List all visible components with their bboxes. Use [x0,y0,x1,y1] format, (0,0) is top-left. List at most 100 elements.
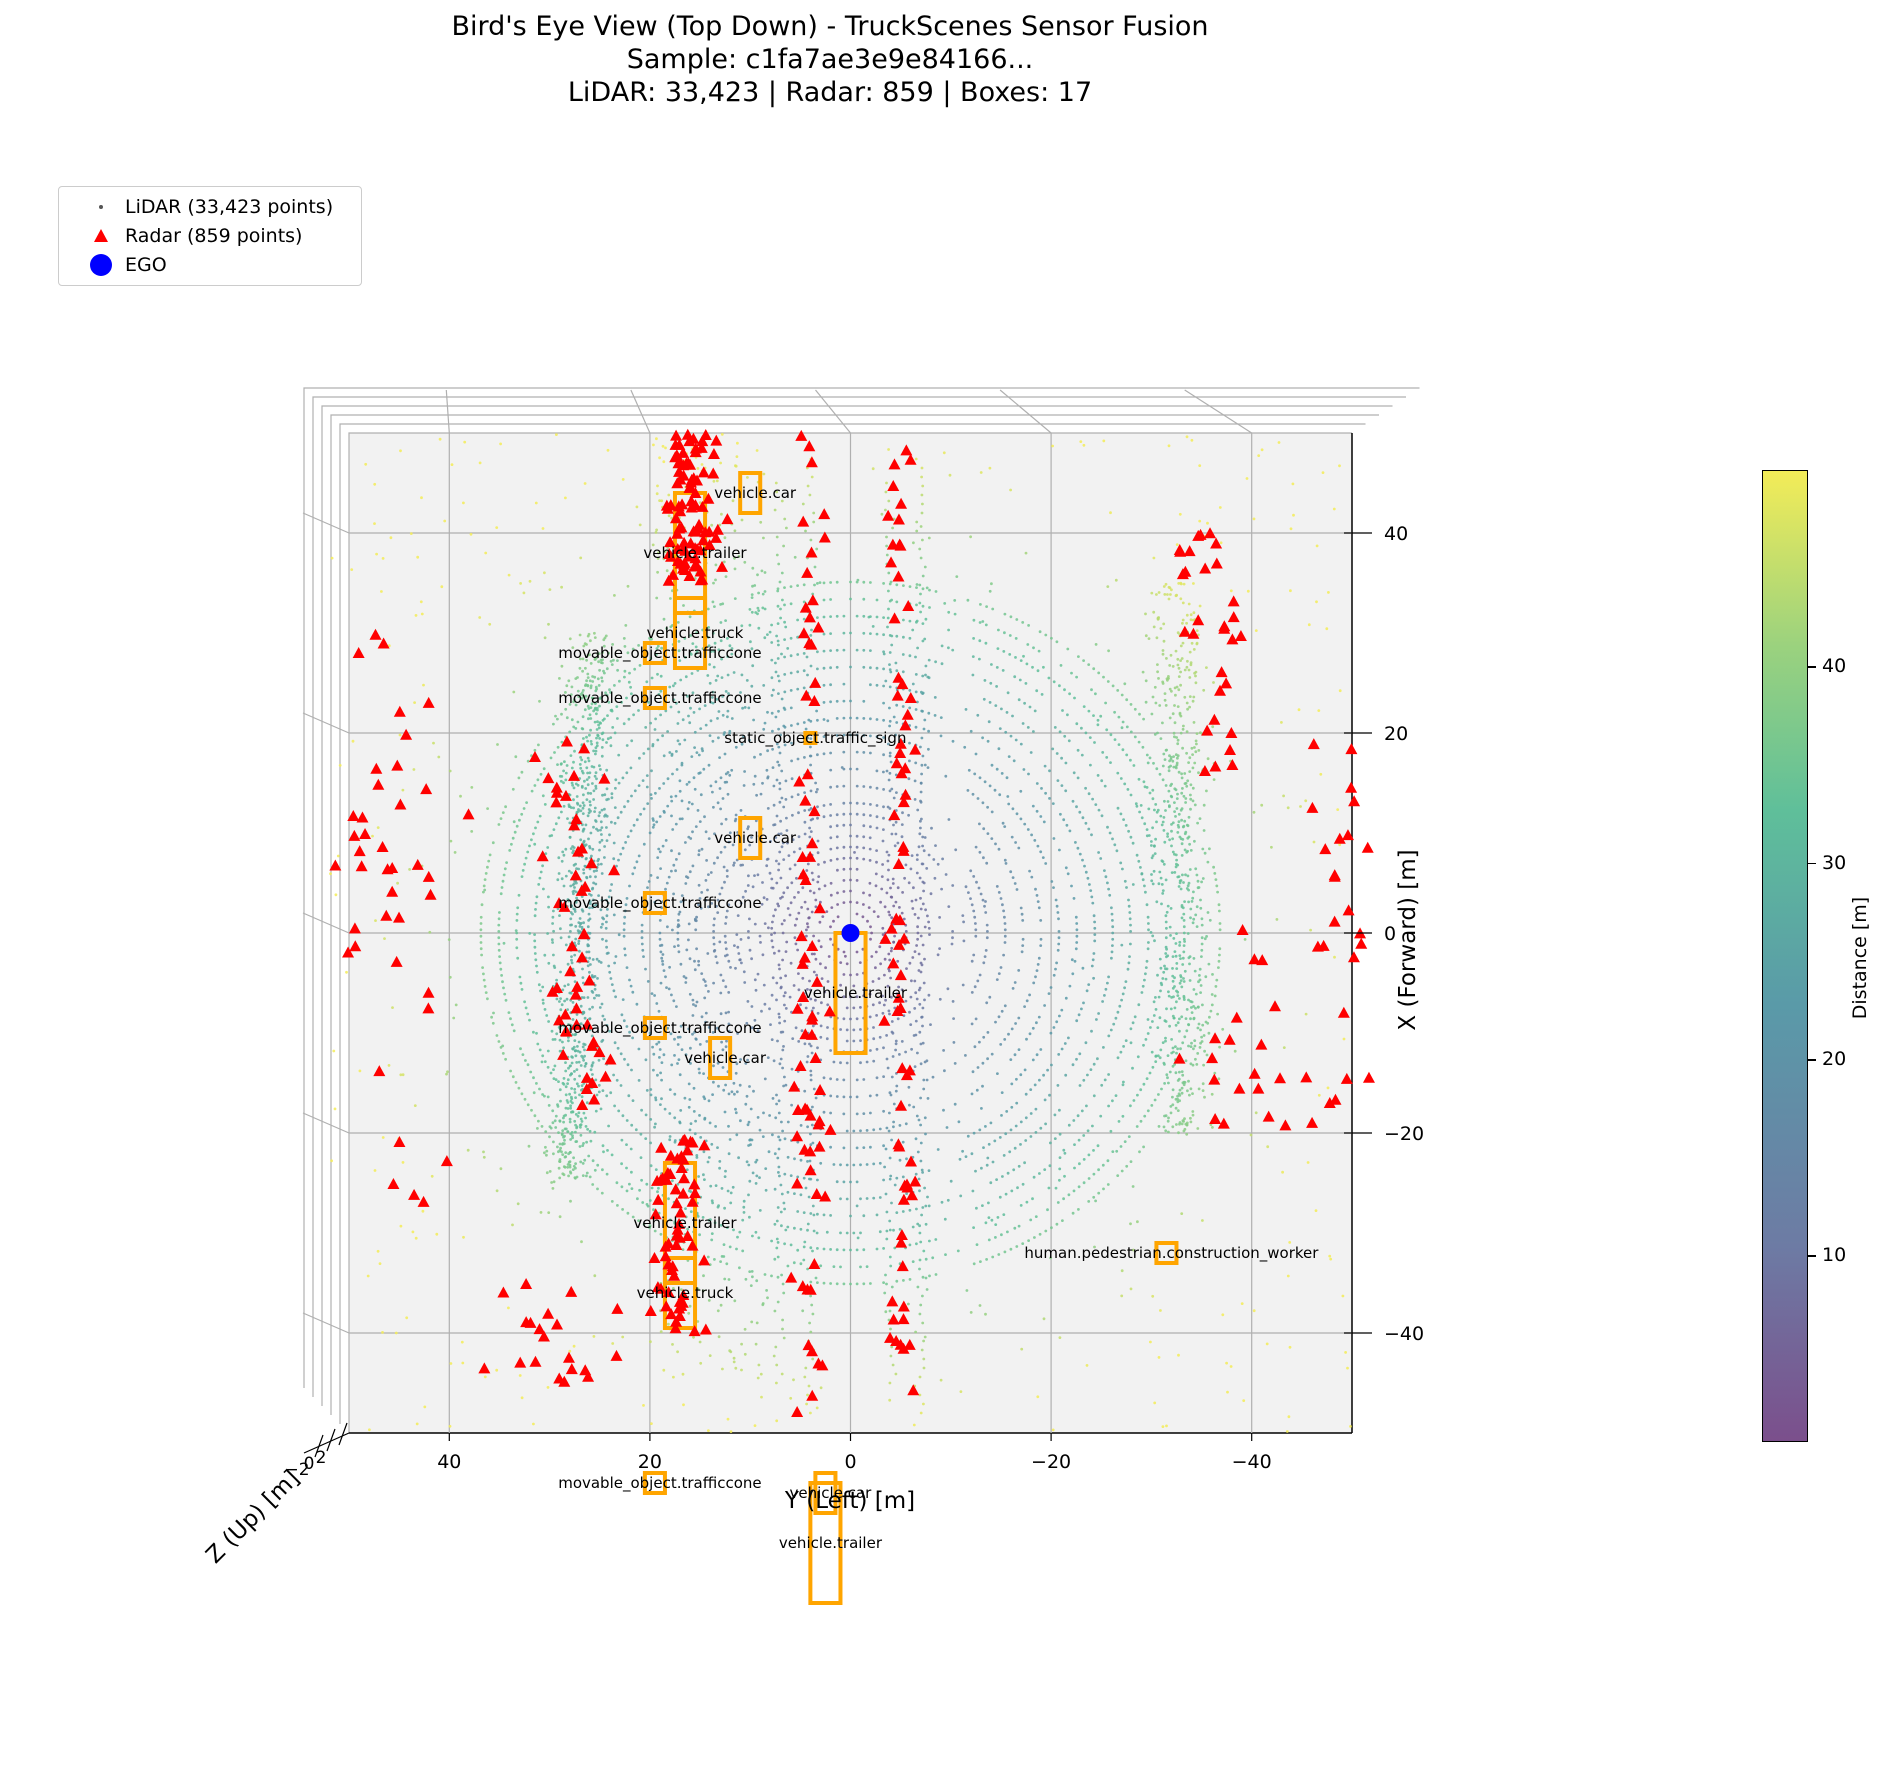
lidar-point [1188,756,1192,760]
lidar-point [350,568,354,571]
lidar-point [595,728,599,731]
lidar-point [1028,869,1031,873]
lidar-point [1252,810,1256,814]
lidar-point [567,1066,570,1070]
lidar-point [573,886,576,889]
lidar-point [1115,849,1119,853]
lidar-point [528,844,531,848]
lidar-point [1195,905,1199,909]
lidar-point [805,466,809,470]
lidar-point [796,687,800,691]
lidar-point [598,668,601,672]
lidar-point [928,1239,931,1243]
lidar-point [784,950,788,953]
lidar-point [558,914,561,917]
lidar-point [790,724,793,727]
lidar-point [625,897,629,900]
lidar-point [1175,858,1178,862]
lidar-point [1135,1125,1139,1128]
lidar-point [1191,799,1195,803]
lidar-point [533,784,537,787]
lidar-point [849,889,852,893]
lidar-point [625,1166,628,1170]
lidar-point [1210,1092,1214,1096]
lidar-point [612,857,616,861]
lidar-point [1188,770,1192,773]
lidar-point [1153,685,1157,689]
lidar-point [716,1146,719,1149]
lidar-point [546,846,550,849]
lidar-point [773,508,777,512]
lidar-point [878,1161,882,1165]
lidar-point [1073,959,1077,963]
lidar-point [917,969,921,972]
lidar-point [1116,1010,1120,1014]
lidar-point [501,1044,505,1048]
lidar-point [631,647,635,651]
lidar-point [1154,1008,1158,1011]
lidar-point [908,654,912,658]
lidar-point [816,805,819,809]
lidar-point [1011,876,1015,879]
lidar-point [685,694,689,698]
lidar-point [570,1087,573,1090]
lidar-point [855,950,859,954]
lidar-point [707,626,710,629]
lidar-point [770,1038,774,1041]
lidar-point [1315,600,1318,604]
lidar-point [976,713,980,717]
lidar-point [665,881,669,885]
lidar-point [537,743,540,747]
lidar-point [919,961,923,965]
lidar-point [640,1108,643,1112]
lidar-point [686,1227,690,1231]
lidar-point [620,1162,623,1166]
lidar-point [1183,940,1186,943]
lidar-point [1198,519,1202,523]
lidar-point [1086,1073,1089,1077]
lidar-point [890,946,894,950]
lidar-point [789,689,793,692]
lidar-point [845,1129,849,1133]
lidar-point [1024,682,1028,685]
lidar-point [1210,1003,1214,1007]
lidar-point [693,730,697,734]
lidar-point [809,719,813,723]
lidar-point [687,1105,691,1109]
lidar-point [610,1153,614,1157]
lidar-point [836,915,840,919]
lidar-point [1252,1309,1256,1313]
lidar-point [572,863,576,867]
lidar-point [626,651,630,655]
lidar-point [635,1002,639,1006]
lidar-point [1181,601,1185,605]
lidar-point [628,671,631,675]
lidar-point [663,811,666,814]
lidar-point [1139,866,1142,869]
lidar-point [986,1031,990,1034]
lidar-point [1154,996,1157,999]
lidar-point [849,834,852,838]
lidar-point [919,745,922,749]
lidar-point [900,823,904,826]
lidar-point [577,808,580,811]
lidar-point [781,598,784,602]
lidar-point [1103,784,1107,788]
lidar-point [668,1218,672,1222]
lidar-point [796,618,799,622]
lidar-point [1135,804,1139,808]
lidar-point [568,1349,572,1353]
lidar-point [922,1087,926,1091]
lidar-point [897,985,900,989]
lidar-point [998,727,1002,730]
lidar-point [908,689,912,692]
lidar-point [603,717,606,721]
lidar-point [1140,872,1144,876]
lidar-point [810,952,814,956]
lidar-point [593,1274,597,1278]
lidar-point [611,1342,615,1345]
lidar-point [1213,994,1217,998]
lidar-point [1023,701,1026,705]
lidar-point [1032,1175,1036,1179]
lidar-point [780,1372,784,1376]
